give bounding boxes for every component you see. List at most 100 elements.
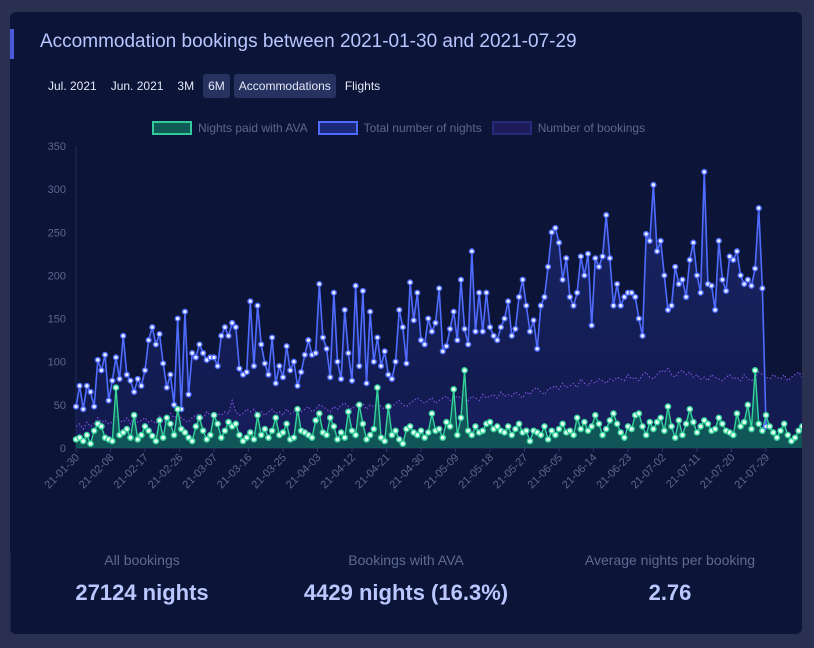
legend-label-total: Total number of nights <box>363 121 482 135</box>
x-tick-label: 21-04-30 <box>387 452 427 492</box>
point-total-nights <box>265 371 272 378</box>
point-total-nights <box>639 332 646 339</box>
point-ava-nights <box>261 425 269 433</box>
point-total-nights <box>664 306 672 314</box>
point-ava-nights <box>181 429 189 436</box>
point-total-nights <box>610 302 617 309</box>
point-total-nights <box>105 397 112 404</box>
point-ava-nights <box>675 417 683 424</box>
point-ava-nights <box>257 431 265 439</box>
point-ava-nights <box>693 429 701 436</box>
point-total-nights <box>719 276 726 283</box>
x-tick-label: 21-03-07 <box>180 452 220 492</box>
point-ava-nights <box>174 405 181 413</box>
chart-card: Accommodation bookings between 2021-01-3… <box>10 12 802 634</box>
point-total-nights <box>388 375 396 383</box>
point-total-nights <box>425 315 432 322</box>
point-total-nights <box>501 315 508 322</box>
legend-item-bookings[interactable]: Number of bookings <box>491 121 646 135</box>
point-total-nights <box>229 319 236 326</box>
point-total-nights <box>686 256 693 264</box>
point-total-nights <box>218 332 225 339</box>
page-title: Accommodation bookings between 2021-01-3… <box>40 31 577 52</box>
point-total-nights <box>385 371 392 378</box>
point-total-nights <box>526 328 534 335</box>
point-ava-nights <box>584 427 592 435</box>
point-ava-nights <box>464 427 472 435</box>
point-total-nights <box>83 382 90 389</box>
point-ava-nights <box>759 427 766 435</box>
range-button-jul-2021[interactable]: Jul. 2021 <box>48 79 97 93</box>
point-total-nights <box>134 375 141 383</box>
type-button-accommodations[interactable]: Accommodations <box>233 74 336 98</box>
point-total-nights <box>737 272 744 279</box>
point-total-nights <box>653 248 661 255</box>
point-ava-nights <box>508 431 516 439</box>
point-ava-nights <box>203 436 211 443</box>
point-ava-nights <box>457 414 465 422</box>
x-tick-label: 21-03-16 <box>215 452 255 492</box>
point-total-nights <box>374 334 381 341</box>
point-total-nights <box>748 282 755 289</box>
point-ava-nights <box>512 425 519 433</box>
legend-label-ava: Nights paid with AVA <box>198 121 308 135</box>
point-ava-nights <box>345 408 352 416</box>
point-ava-nights <box>650 425 657 433</box>
point-ava-nights <box>148 432 156 440</box>
x-tick-label: 21-05-18 <box>456 452 496 492</box>
point-ava-nights <box>450 386 457 393</box>
type-button-flights[interactable]: Flights <box>344 79 381 93</box>
point-total-nights <box>733 248 741 255</box>
legend-swatch-total <box>317 121 358 135</box>
point-total-nights <box>457 276 465 283</box>
point-ava-nights <box>646 418 654 426</box>
point-total-nights <box>160 360 167 367</box>
point-ava-nights <box>733 410 741 417</box>
legend-item-ava-nights[interactable]: Nights paid with AVA <box>152 121 308 135</box>
range-button-3m[interactable]: 3M <box>177 79 195 93</box>
point-ava-nights <box>90 427 98 435</box>
point-ava-nights <box>138 431 145 439</box>
point-total-nights <box>519 276 526 283</box>
point-total-nights <box>334 358 341 365</box>
point-total-nights <box>606 255 613 262</box>
point-total-nights <box>563 255 570 262</box>
point-ava-nights <box>421 434 428 441</box>
point-ava-nights <box>385 403 392 410</box>
range-button-6m[interactable]: 6M <box>203 74 230 98</box>
point-ava-nights <box>446 423 454 430</box>
point-total-nights <box>577 253 584 260</box>
point-ava-nights <box>617 429 625 436</box>
legend-label-bookings: Number of bookings <box>537 121 646 135</box>
point-total-nights <box>468 248 475 255</box>
legend-item-total-nights[interactable]: Total number of nights <box>317 121 482 135</box>
point-total-nights <box>189 349 196 357</box>
point-total-nights <box>436 285 443 292</box>
point-ava-nights <box>780 420 788 428</box>
point-ava-nights <box>167 420 174 428</box>
point-ava-nights <box>523 427 530 435</box>
range-button-jun-2021[interactable]: Jun. 2021 <box>110 79 164 93</box>
point-ava-nights <box>236 431 243 439</box>
point-total-nights <box>545 263 552 270</box>
point-total-nights <box>548 229 555 236</box>
point-total-nights <box>650 181 657 188</box>
point-total-nights <box>185 391 192 398</box>
point-total-nights <box>319 334 327 341</box>
point-total-nights <box>632 293 639 301</box>
point-ava-nights <box>559 420 566 428</box>
x-tick-label: 21-07-20 <box>698 452 738 492</box>
point-total-nights <box>181 308 189 315</box>
point-total-nights <box>338 375 345 383</box>
point-total-nights <box>465 341 472 348</box>
point-total-nights <box>439 348 446 355</box>
point-total-nights <box>490 332 497 339</box>
point-total-nights <box>584 250 592 257</box>
point-ava-nights <box>682 420 690 428</box>
point-ava-nights <box>323 431 330 439</box>
point-ava-nights <box>312 417 319 424</box>
point-ava-nights <box>573 414 581 422</box>
point-ava-nights <box>642 431 650 439</box>
point-ava-nights <box>341 434 349 441</box>
point-ava-nights <box>156 417 163 424</box>
